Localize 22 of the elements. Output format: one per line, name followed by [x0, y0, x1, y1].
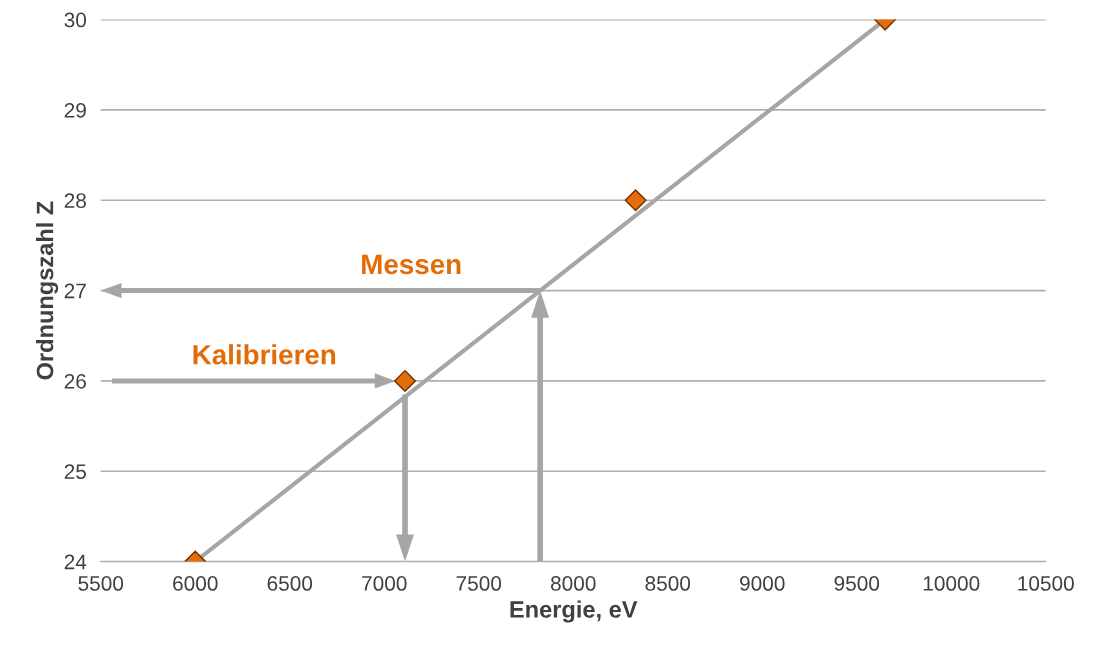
x-tick-label: 10500 [1018, 576, 1074, 591]
y-tick-label: 27 [64, 283, 86, 299]
x-tick-label: 8500 [645, 576, 691, 591]
annotation: Messen [362, 254, 461, 275]
y-tick-label: 26 [64, 373, 86, 389]
annotation: Kalibrieren [193, 344, 336, 365]
x-tick-label: 7000 [362, 576, 407, 591]
x-tick-label: 5500 [78, 576, 124, 591]
y-tick-label: 24 [64, 554, 87, 570]
x-tick-label: 9000 [740, 576, 785, 591]
x-tick-label: 7500 [456, 576, 502, 591]
x-axis-title: Energie, eV [510, 600, 638, 623]
y-tick-label: 30 [64, 12, 87, 28]
x-tick-label: 9500 [834, 576, 880, 591]
x-tick-label: 6500 [267, 576, 313, 591]
x-tick-label: 8000 [550, 576, 596, 591]
y-tick-label: 29 [64, 102, 86, 118]
x-tick-label: 10000 [923, 576, 980, 591]
y-axis-title: Ordnungszahl Z [36, 201, 59, 380]
y-tick-label: 28 [64, 193, 86, 209]
x-tick-label: 6000 [173, 576, 218, 591]
y-tick-label: 25 [64, 464, 86, 479]
